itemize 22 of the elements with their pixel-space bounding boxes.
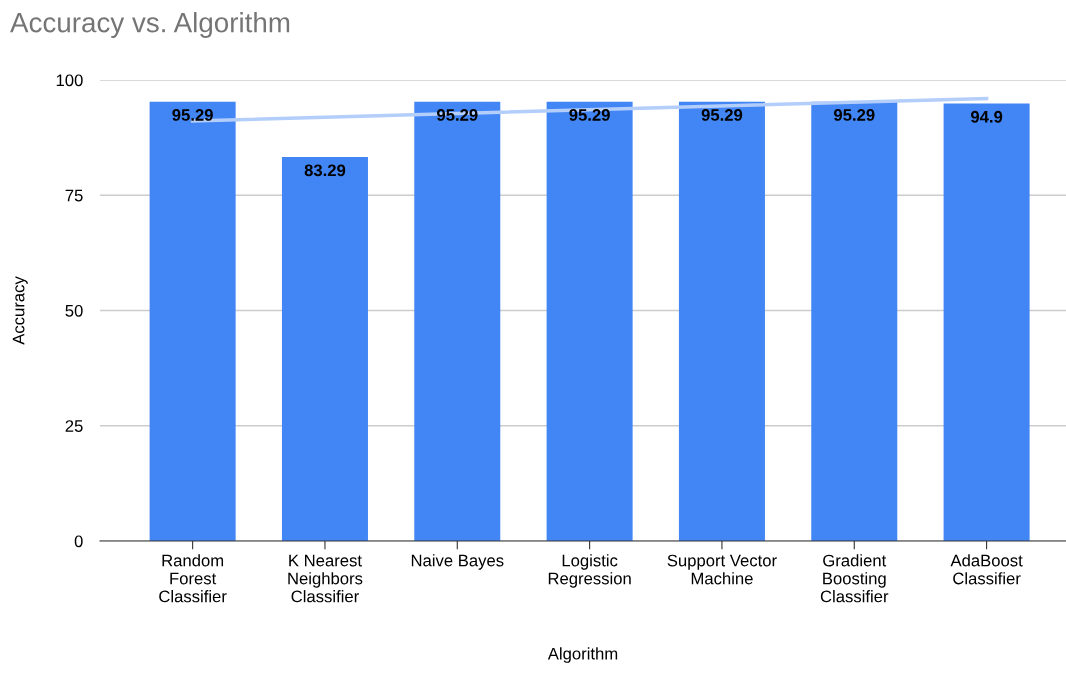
x-tick-label: Naive Bayes [411, 554, 504, 570]
y-axis-title: Accuracy [12, 276, 28, 345]
x-tick-label: AdaBoost Classifier [950, 554, 1023, 585]
data-label: 95.29 [172, 109, 213, 121]
data-label: 95.29 [701, 109, 743, 121]
y-tick-label: 50 [65, 304, 83, 317]
chart-title: Accuracy vs. Algorithm [10, 12, 290, 38]
y-tick-label: 75 [65, 189, 83, 202]
y-tick-label: 0 [74, 535, 83, 548]
x-axis-title: Algorithm [547, 647, 618, 663]
x-tick-label: K Nearest Neighbors Classifier [288, 554, 363, 603]
x-tick-label: Support Vector Machine [667, 554, 777, 585]
y-tick-label: 100 [56, 74, 83, 87]
x-tick-label: Logistic Regression [548, 554, 631, 588]
data-label: 95.29 [834, 109, 875, 121]
data-label: 83.29 [304, 164, 346, 177]
data-label: 95.29 [437, 109, 478, 121]
data-label: 95.29 [569, 109, 610, 121]
y-tick-label: 25 [65, 420, 83, 432]
x-tick-label: Random Forest Classifier [159, 554, 227, 603]
data-label: 94.9 [970, 110, 1003, 123]
x-tick-label: Gradient Boosting Classifier [820, 554, 889, 603]
